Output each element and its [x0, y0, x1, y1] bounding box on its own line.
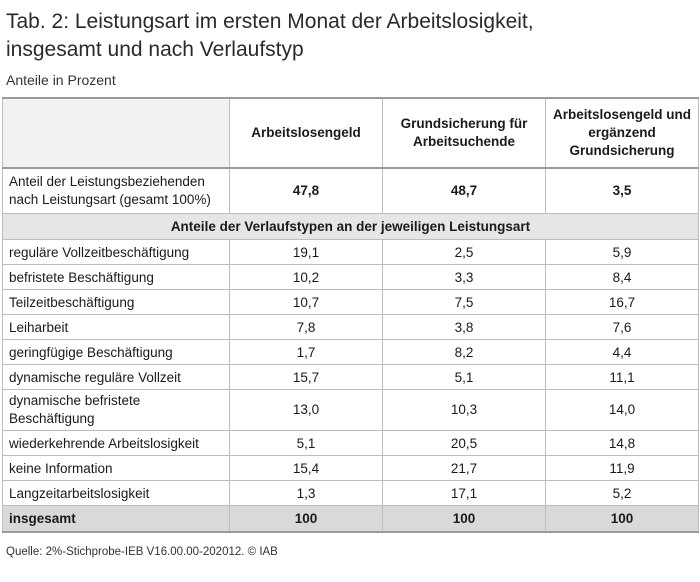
total-label: insgesamt — [2, 505, 230, 533]
cell-value: 11,9 — [545, 455, 699, 481]
row-label: wiederkehrende Arbeitslosigkeit — [2, 430, 230, 456]
section-label: Anteile der Verlaufstypen an der jeweili… — [2, 213, 699, 240]
row-label: dynamische befristete Beschäftigung — [2, 389, 230, 431]
summary-value: 3,5 — [545, 167, 699, 214]
cell-value: 3,3 — [382, 264, 546, 290]
cell-value: 1,3 — [229, 480, 383, 506]
table-row: dynamische befristete Beschäftigung 13,0… — [2, 389, 699, 431]
table-row: Teilzeitbeschäftigung 10,7 7,5 16,7 — [2, 289, 699, 315]
total-value: 100 — [382, 505, 546, 533]
total-row: insgesamt 100 100 100 — [2, 505, 699, 533]
cell-value: 10,2 — [229, 264, 383, 290]
title-line-2: insgesamt und nach Verlaufstyp — [6, 38, 304, 61]
cell-value: 5,2 — [545, 480, 699, 506]
header-cell-empty — [2, 97, 230, 169]
cell-value: 11,1 — [545, 364, 699, 390]
table-row: Leiharbeit 7,8 3,8 7,6 — [2, 314, 699, 340]
cell-value: 14,8 — [545, 430, 699, 456]
row-label: Teilzeitbeschäftigung — [2, 289, 230, 315]
cell-value: 15,4 — [229, 455, 383, 481]
cell-value: 15,7 — [229, 364, 383, 390]
summary-value: 48,7 — [382, 167, 546, 214]
cell-value: 10,3 — [382, 389, 546, 431]
cell-value: 2,5 — [382, 239, 546, 265]
row-label: dynamische reguläre Vollzeit — [2, 364, 230, 390]
table-subtitle: Anteile in Prozent — [6, 72, 116, 88]
summary-value: 47,8 — [229, 167, 383, 214]
cell-value: 14,0 — [545, 389, 699, 431]
cell-value: 7,8 — [229, 314, 383, 340]
cell-value: 19,1 — [229, 239, 383, 265]
cell-value: 20,5 — [382, 430, 546, 456]
cell-value: 10,7 — [229, 289, 383, 315]
total-value: 100 — [229, 505, 383, 533]
cell-value: 5,1 — [229, 430, 383, 456]
cell-value: 21,7 — [382, 455, 546, 481]
summary-row: Anteil der Leistungsbeziehenden nach Lei… — [2, 167, 699, 214]
cell-value: 13,0 — [229, 389, 383, 431]
section-row: Anteile der Verlaufstypen an der jeweili… — [2, 213, 699, 240]
cell-value: 7,6 — [545, 314, 699, 340]
table-row: reguläre Vollzeitbeschäftigung 19,1 2,5 … — [2, 239, 699, 265]
cell-value: 1,7 — [229, 339, 383, 365]
cell-value: 16,7 — [545, 289, 699, 315]
cell-value: 8,2 — [382, 339, 546, 365]
data-table: Arbeitslosengeld Grundsicherung für Arbe… — [2, 97, 699, 533]
row-label: Leiharbeit — [2, 314, 230, 340]
table-row: wiederkehrende Arbeitslosigkeit 5,1 20,5… — [2, 430, 699, 456]
header-row: Arbeitslosengeld Grundsicherung für Arbe… — [2, 97, 699, 169]
cell-value: 5,1 — [382, 364, 546, 390]
cell-value: 7,5 — [382, 289, 546, 315]
header-cell-grundsicherung: Grundsicherung für Arbeitsuchende — [382, 97, 546, 169]
cell-value: 4,4 — [545, 339, 699, 365]
table-row: Langzeitarbeitslosigkeit 1,3 17,1 5,2 — [2, 480, 699, 506]
summary-label: Anteil der Leistungsbeziehenden nach Lei… — [2, 167, 230, 214]
row-label: reguläre Vollzeitbeschäftigung — [2, 239, 230, 265]
table-row: befristete Beschäftigung 10,2 3,3 8,4 — [2, 264, 699, 290]
header-cell-arbeitslosengeld: Arbeitslosengeld — [229, 97, 383, 169]
table-row: geringfügige Beschäftigung 1,7 8,2 4,4 — [2, 339, 699, 365]
total-value: 100 — [545, 505, 699, 533]
table-title: Tab. 2: Leistungsart im ersten Monat der… — [6, 8, 696, 64]
cell-value: 3,8 — [382, 314, 546, 340]
cell-value: 17,1 — [382, 480, 546, 506]
source-note: Quelle: 2%-Stichprobe-IEB V16.00.00-2020… — [6, 546, 278, 558]
row-label: Langzeitarbeitslosigkeit — [2, 480, 230, 506]
row-label: keine Information — [2, 455, 230, 481]
cell-value: 8,4 — [545, 264, 699, 290]
row-label: geringfügige Beschäftigung — [2, 339, 230, 365]
table-row: keine Information 15,4 21,7 11,9 — [2, 455, 699, 481]
title-line-1: Tab. 2: Leistungsart im ersten Monat der… — [6, 10, 534, 33]
header-cell-ergaenzend: Arbeitslosengeld und ergänzend Grundsich… — [545, 97, 699, 169]
cell-value: 5,9 — [545, 239, 699, 265]
row-label: befristete Beschäftigung — [2, 264, 230, 290]
table-row: dynamische reguläre Vollzeit 15,7 5,1 11… — [2, 364, 699, 390]
